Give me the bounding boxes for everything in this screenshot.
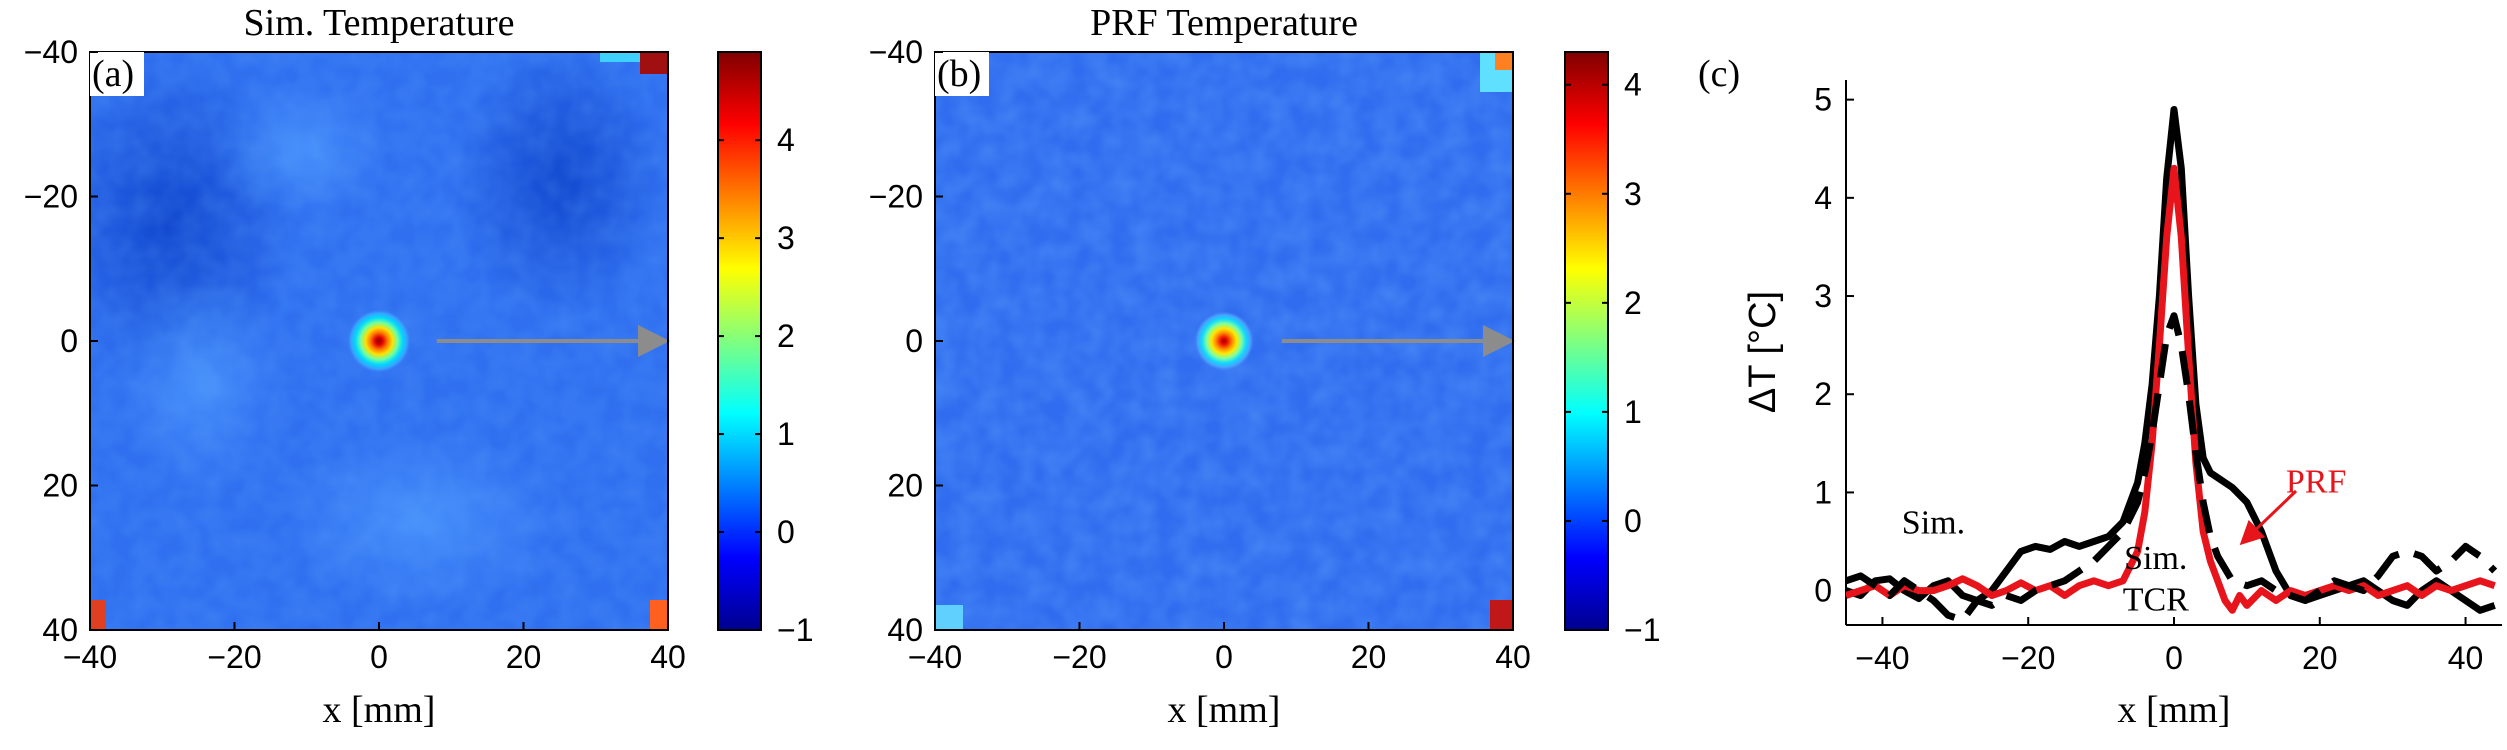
panel-b-colorbar-ticks: −1 0 1 2 3 4 (1565, 67, 1660, 648)
panel-c-xtick-label: 0 (2165, 640, 2183, 676)
panel-b-xtick-label: 0 (1215, 639, 1233, 675)
panel-c-prf-arrow (2239, 489, 2298, 546)
panel-b-colorbar (1564, 51, 1609, 631)
panel-a-xtick-label: −40 (63, 639, 117, 675)
panel-a-xtick-label: 0 (370, 639, 388, 675)
panel-c-ytick-label: 4 (1814, 180, 1832, 216)
panel-a-ytick-label: −40 (24, 34, 78, 70)
panel-b-xtick-label: 40 (1495, 639, 1531, 675)
panel-c-ytick-label: 2 (1814, 376, 1832, 412)
panel-a-cbar-tick-label: 4 (777, 122, 795, 158)
panel-a-label: (a) (92, 53, 134, 95)
panel-c-ytick-label: 1 (1814, 474, 1832, 510)
panel-a-ytick-label: 0 (60, 323, 78, 359)
panel-b-xlabel: x [mm] (1168, 689, 1281, 731)
panel-b-xtick-label: −20 (1052, 639, 1106, 675)
panel-b-ytick-label: 0 (905, 323, 923, 359)
panel-a-cbar-tick-label: −1 (777, 612, 813, 648)
panel-a-xtick-label: −20 (207, 639, 261, 675)
panel-b-title: PRF Temperature (1090, 2, 1358, 44)
panel-a: Sim. Temperature (a) −40 −20 0 20 40−40−2002… (24, 2, 814, 731)
panel-a-ytick-label: 20 (42, 468, 78, 504)
panel-a-xlabel: x [mm] (323, 689, 436, 731)
panel-b-ytick-label: −20 (869, 179, 923, 215)
panel-c-ytick-label: 3 (1814, 278, 1832, 314)
panel-c-annotation: Sim. (1902, 505, 1965, 542)
panel-c-lines (1846, 106, 2498, 624)
panel-c-xtick-label: −40 (1855, 640, 1909, 676)
panel-a-cbar-tick-label: 1 (777, 416, 795, 452)
panel-b-cbar-tick-label: −1 (1624, 612, 1660, 648)
panel-c-xtick-label: −20 (2001, 640, 2055, 676)
panel-c-series-line-1 (1846, 164, 2496, 614)
panel-b-cbar-tick-label: 2 (1624, 285, 1642, 321)
panel-a-xtick-label: 20 (506, 639, 542, 675)
panel-c: (c) −40 −20 0 20 40 0 1 2 3 4 5 Sim. Sim. TCR PRF x [… (1698, 53, 2502, 731)
panel-b-cbar-tick-label: 1 (1624, 394, 1642, 430)
panel-b-hotspot (1194, 311, 1254, 371)
panel-a-xtick-label: 40 (650, 639, 686, 675)
panel-c-axes: −40 −20 0 20 40 0 1 2 3 4 5 (1814, 80, 2502, 676)
panel-c-xtick-label: 20 (2302, 640, 2338, 676)
panel-b-label: (b) (937, 53, 981, 95)
panel-a-colorbar-ticks: −1 0 1 2 3 4 (718, 122, 813, 648)
panel-b-cbar-tick-label: 4 (1624, 67, 1642, 103)
panel-c-annotation: PRF (2286, 463, 2347, 500)
panel-a-cbar-tick-label: 0 (777, 514, 795, 550)
panel-c-annotations: Sim. Sim. TCR PRF (1902, 463, 2347, 618)
panel-a-cbar-tick-label: 3 (777, 220, 795, 256)
panel-a-heatmap (90, 52, 668, 630)
panel-c-ytick-label: 5 (1814, 82, 1832, 118)
panel-a-colorbar (717, 51, 762, 631)
panel-c-series-line-0 (1846, 106, 2496, 614)
panel-c-annotation: TCR (2123, 581, 2189, 618)
panel-b: PRF Temperature (b) −40 −20 0 20 40−40−20020… (869, 2, 1661, 731)
panel-a-cbar-tick-label: 2 (777, 318, 795, 354)
panel-a-ytick-label: −20 (24, 179, 78, 215)
panel-c-series-line-2 (1846, 312, 2498, 624)
panel-c-label: (c) (1698, 53, 1740, 95)
panel-c-annotation: Sim. (2124, 540, 2187, 577)
panel-b-ytick-label: 40 (887, 612, 923, 648)
panel-b-ytick-label: 20 (887, 468, 923, 504)
panel-c-xtick-label: 40 (2448, 640, 2484, 676)
panel-b-cbar-tick-label: 0 (1624, 503, 1642, 539)
panel-a-title: Sim. Temperature (243, 2, 514, 44)
panel-b-xtick-label: 20 (1351, 639, 1387, 675)
panel-b-cbar-tick-label: 3 (1624, 176, 1642, 212)
panel-a-hotspot (347, 309, 411, 373)
panel-a-ytick-label: 40 (42, 612, 78, 648)
panel-c-ytick-label: 0 (1814, 573, 1832, 609)
panel-b-xtick-label: −40 (908, 639, 962, 675)
panel-c-ylabel: ΔT [°C] (1742, 291, 1784, 413)
panel-c-xlabel: x [mm] (2118, 689, 2231, 731)
panel-b-ytick-label: −40 (869, 34, 923, 70)
